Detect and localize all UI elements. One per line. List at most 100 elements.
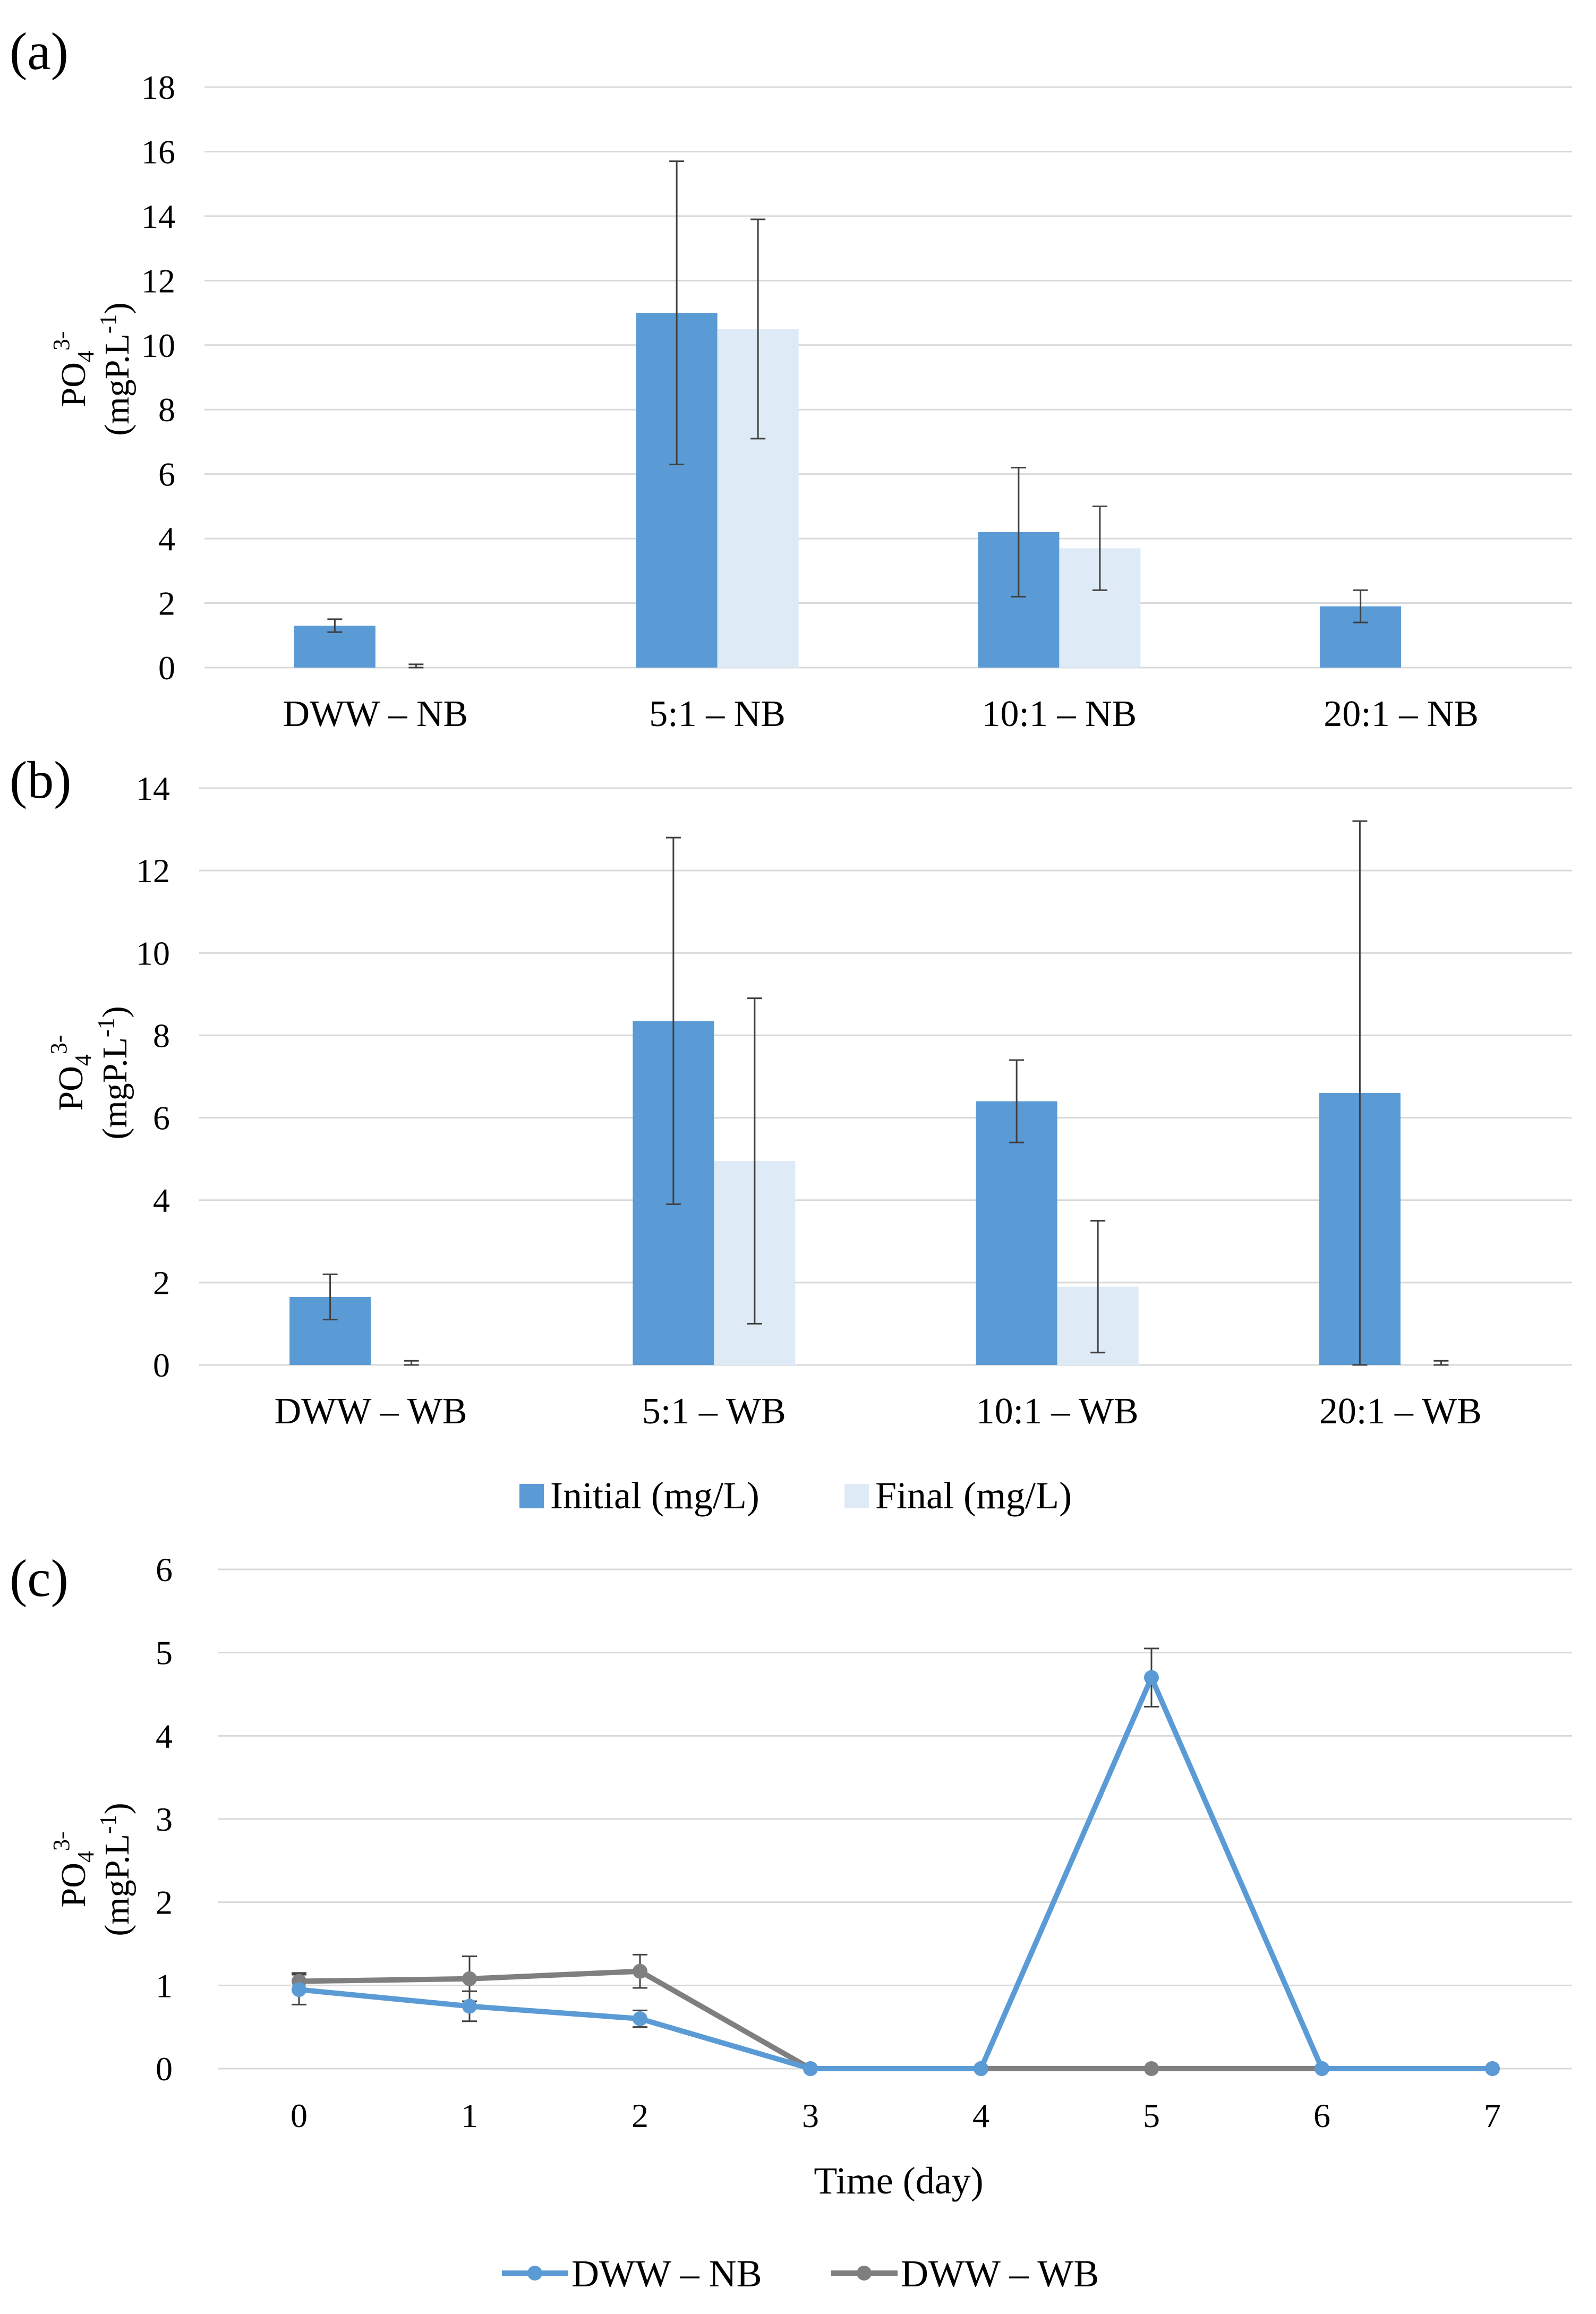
x-tick-label-3: 3 bbox=[802, 2097, 819, 2134]
panel-c-y-ticks: 0 1 2 3 4 5 6 bbox=[156, 1551, 173, 2088]
panel-c-lines bbox=[292, 1670, 1500, 2076]
legend-swatch-initial bbox=[519, 1484, 544, 1508]
panel-a-categories: DWW – NB 5:1 – NB 10:1 – NB 20:1 – NB bbox=[283, 694, 1479, 735]
data-point-dww-nb-day-4 bbox=[974, 2061, 988, 2076]
error-bar-initial-mg-l-dww-nb bbox=[327, 618, 343, 633]
error-bar-initial-mg-l-dww-wb bbox=[322, 1273, 338, 1321]
error-bar-final-mg-l-5-1-wb bbox=[747, 997, 762, 1325]
legend-label-final: Final (mg/L) bbox=[875, 1474, 1072, 1517]
legend-label-wb: DWW – WB bbox=[901, 2252, 1099, 2295]
panel-c-error-bars bbox=[292, 1647, 1159, 2028]
panel-b-gridlines bbox=[199, 787, 1572, 1366]
panel-c-y-unit: (mgP.L-1) bbox=[95, 1803, 136, 1936]
category-label-10-1-nb: 10:1 – NB bbox=[982, 694, 1137, 735]
y-tick-label-0: 0 bbox=[156, 2050, 173, 2088]
panel-a-error-bars bbox=[327, 160, 1368, 669]
y-tick-label-12: 12 bbox=[136, 852, 170, 890]
y-tick-label-10: 10 bbox=[141, 327, 175, 364]
panel-b-y-unit: (mgP.L-1) bbox=[93, 1006, 134, 1139]
category-label-20-1-nb: 20:1 – NB bbox=[1324, 694, 1479, 735]
error-bar-final-mg-l-20-1-wb bbox=[1433, 1360, 1449, 1366]
error-bar-final-mg-l-dww-wb bbox=[404, 1360, 419, 1366]
y-tick-label-6: 6 bbox=[153, 1099, 170, 1137]
panel-c-gridlines bbox=[218, 1568, 1572, 2070]
y-tick-label-8: 8 bbox=[153, 1017, 170, 1054]
y-tick-label-3: 3 bbox=[156, 1800, 173, 1838]
error-bar-initial-mg-l-20-1-nb bbox=[1353, 589, 1368, 624]
x-tick-label-1: 1 bbox=[461, 2097, 478, 2134]
panel-b-categories: DWW – WB 5:1 – WB 10:1 – WB 20:1 – WB bbox=[275, 1391, 1482, 1432]
y-tick-label-10: 10 bbox=[136, 934, 170, 972]
y-tick-label-4: 4 bbox=[158, 520, 175, 558]
error-bar-initial-mg-l-5-1-nb bbox=[669, 160, 685, 465]
line-legend: DWW – NB DWW – WB bbox=[502, 2252, 1099, 2295]
error-bar-final-mg-l-dww-nb bbox=[408, 663, 424, 669]
panel-c-y-label: PO43- bbox=[48, 1831, 99, 1907]
panel-c-line-chart: (c) 0 1 2 3 4 5 6 0 1 2 3 4 5 6 7 PO43- (mgP.L-1) Tim… bbox=[10, 1549, 1572, 2295]
panel-a-y-ticks: 0 2 4 6 8 10 12 14 16 18 bbox=[141, 69, 175, 687]
y-tick-label-14: 14 bbox=[141, 198, 175, 235]
data-point-dww-nb-day-5 bbox=[1144, 1670, 1159, 1685]
y-tick-label-18: 18 bbox=[141, 69, 175, 106]
panel-a-bar-chart: (a) 0 2 4 6 8 10 12 14 16 18 DWW – NB 5:1 – NB 10:1… bbox=[10, 22, 1572, 735]
y-tick-label-4: 4 bbox=[153, 1182, 170, 1219]
y-tick-label-12: 12 bbox=[141, 262, 175, 300]
data-point-dww-nb-day-1 bbox=[462, 1999, 477, 2014]
category-label-5-1-nb: 5:1 – NB bbox=[649, 694, 786, 735]
panel-c-label: (c) bbox=[10, 1549, 69, 1608]
y-tick-label-2: 2 bbox=[158, 585, 175, 622]
y-tick-label-14: 14 bbox=[136, 770, 170, 807]
panel-c-x-ticks: 0 1 2 3 4 5 6 7 bbox=[291, 2097, 1501, 2134]
y-tick-label-0: 0 bbox=[153, 1346, 170, 1384]
category-label-dww-nb: DWW – NB bbox=[283, 694, 468, 735]
x-tick-label-5: 5 bbox=[1143, 2097, 1160, 2134]
panel-a-gridlines bbox=[204, 86, 1572, 669]
y-tick-label-1: 1 bbox=[156, 1967, 173, 2004]
error-bar-initial-mg-l-20-1-wb bbox=[1352, 820, 1368, 1366]
panel-a-y-unit: (mgP.L-1) bbox=[95, 302, 136, 436]
y-tick-label-4: 4 bbox=[156, 1717, 173, 1755]
y-tick-label-6: 6 bbox=[158, 456, 175, 493]
error-bar-initial-mg-l-10-1-nb bbox=[1011, 467, 1026, 597]
x-tick-label-7: 7 bbox=[1484, 2097, 1501, 2134]
error-bar-final-mg-l-5-1-nb bbox=[750, 218, 766, 440]
x-tick-label-4: 4 bbox=[972, 2097, 989, 2134]
data-point-dww-nb-day-6 bbox=[1315, 2061, 1329, 2076]
y-tick-label-5: 5 bbox=[156, 1634, 173, 1672]
panel-a-y-label: PO43- bbox=[48, 331, 99, 407]
y-tick-label-0: 0 bbox=[158, 649, 175, 687]
error-bar-final-mg-l-10-1-nb bbox=[1092, 505, 1107, 591]
panel-b-y-ticks: 0 2 4 6 8 10 12 14 bbox=[136, 770, 170, 1384]
category-label-20-1-wb: 20:1 – WB bbox=[1319, 1391, 1482, 1432]
y-tick-label-6: 6 bbox=[156, 1551, 173, 1589]
panel-b-label: (b) bbox=[10, 750, 72, 809]
data-point-dww-nb-day-2 bbox=[633, 2011, 647, 2026]
panel-b-bars bbox=[289, 1021, 1401, 1365]
category-label-dww-wb: DWW – WB bbox=[275, 1391, 467, 1432]
category-label-5-1-wb: 5:1 – WB bbox=[642, 1391, 786, 1432]
data-point-dww-nb-day-0 bbox=[292, 1982, 306, 1997]
x-tick-label-2: 2 bbox=[631, 2097, 648, 2134]
legend-marker-nb bbox=[527, 2266, 542, 2281]
panel-a-label: (a) bbox=[10, 22, 69, 81]
data-point-dww-nb-day-3 bbox=[803, 2061, 818, 2076]
legend-marker-wb bbox=[857, 2266, 872, 2281]
series-line-dww-nb bbox=[298, 1675, 1492, 2071]
legend-swatch-final bbox=[844, 1484, 869, 1508]
error-bar-initial-mg-l-5-1-wb bbox=[665, 836, 681, 1205]
panel-c-x-label: Time (day) bbox=[814, 2159, 983, 2202]
bar-legend: Initial (mg/L) Final (mg/L) bbox=[519, 1474, 1072, 1517]
panel-b-error-bars bbox=[322, 820, 1449, 1366]
y-tick-label-2: 2 bbox=[156, 1884, 173, 1922]
bar-initial-mg-l-10-1-wb bbox=[976, 1101, 1057, 1365]
panel-b-bar-chart: (b) 0 2 4 6 8 10 12 14 DWW – WB 5:1 – WB 10:1 – W… bbox=[10, 750, 1572, 1517]
error-bar-final-mg-l-10-1-wb bbox=[1090, 1220, 1106, 1354]
panel-b-y-label: PO43- bbox=[46, 1035, 96, 1111]
data-point-dww-wb-day-5 bbox=[1144, 2061, 1159, 2076]
data-point-dww-wb-day-1 bbox=[462, 1971, 477, 1986]
data-point-dww-wb-day-2 bbox=[633, 1963, 647, 1979]
legend-label-nb: DWW – NB bbox=[571, 2252, 762, 2295]
data-point-dww-nb-day-7 bbox=[1485, 2061, 1500, 2076]
y-tick-label-8: 8 bbox=[158, 391, 175, 429]
